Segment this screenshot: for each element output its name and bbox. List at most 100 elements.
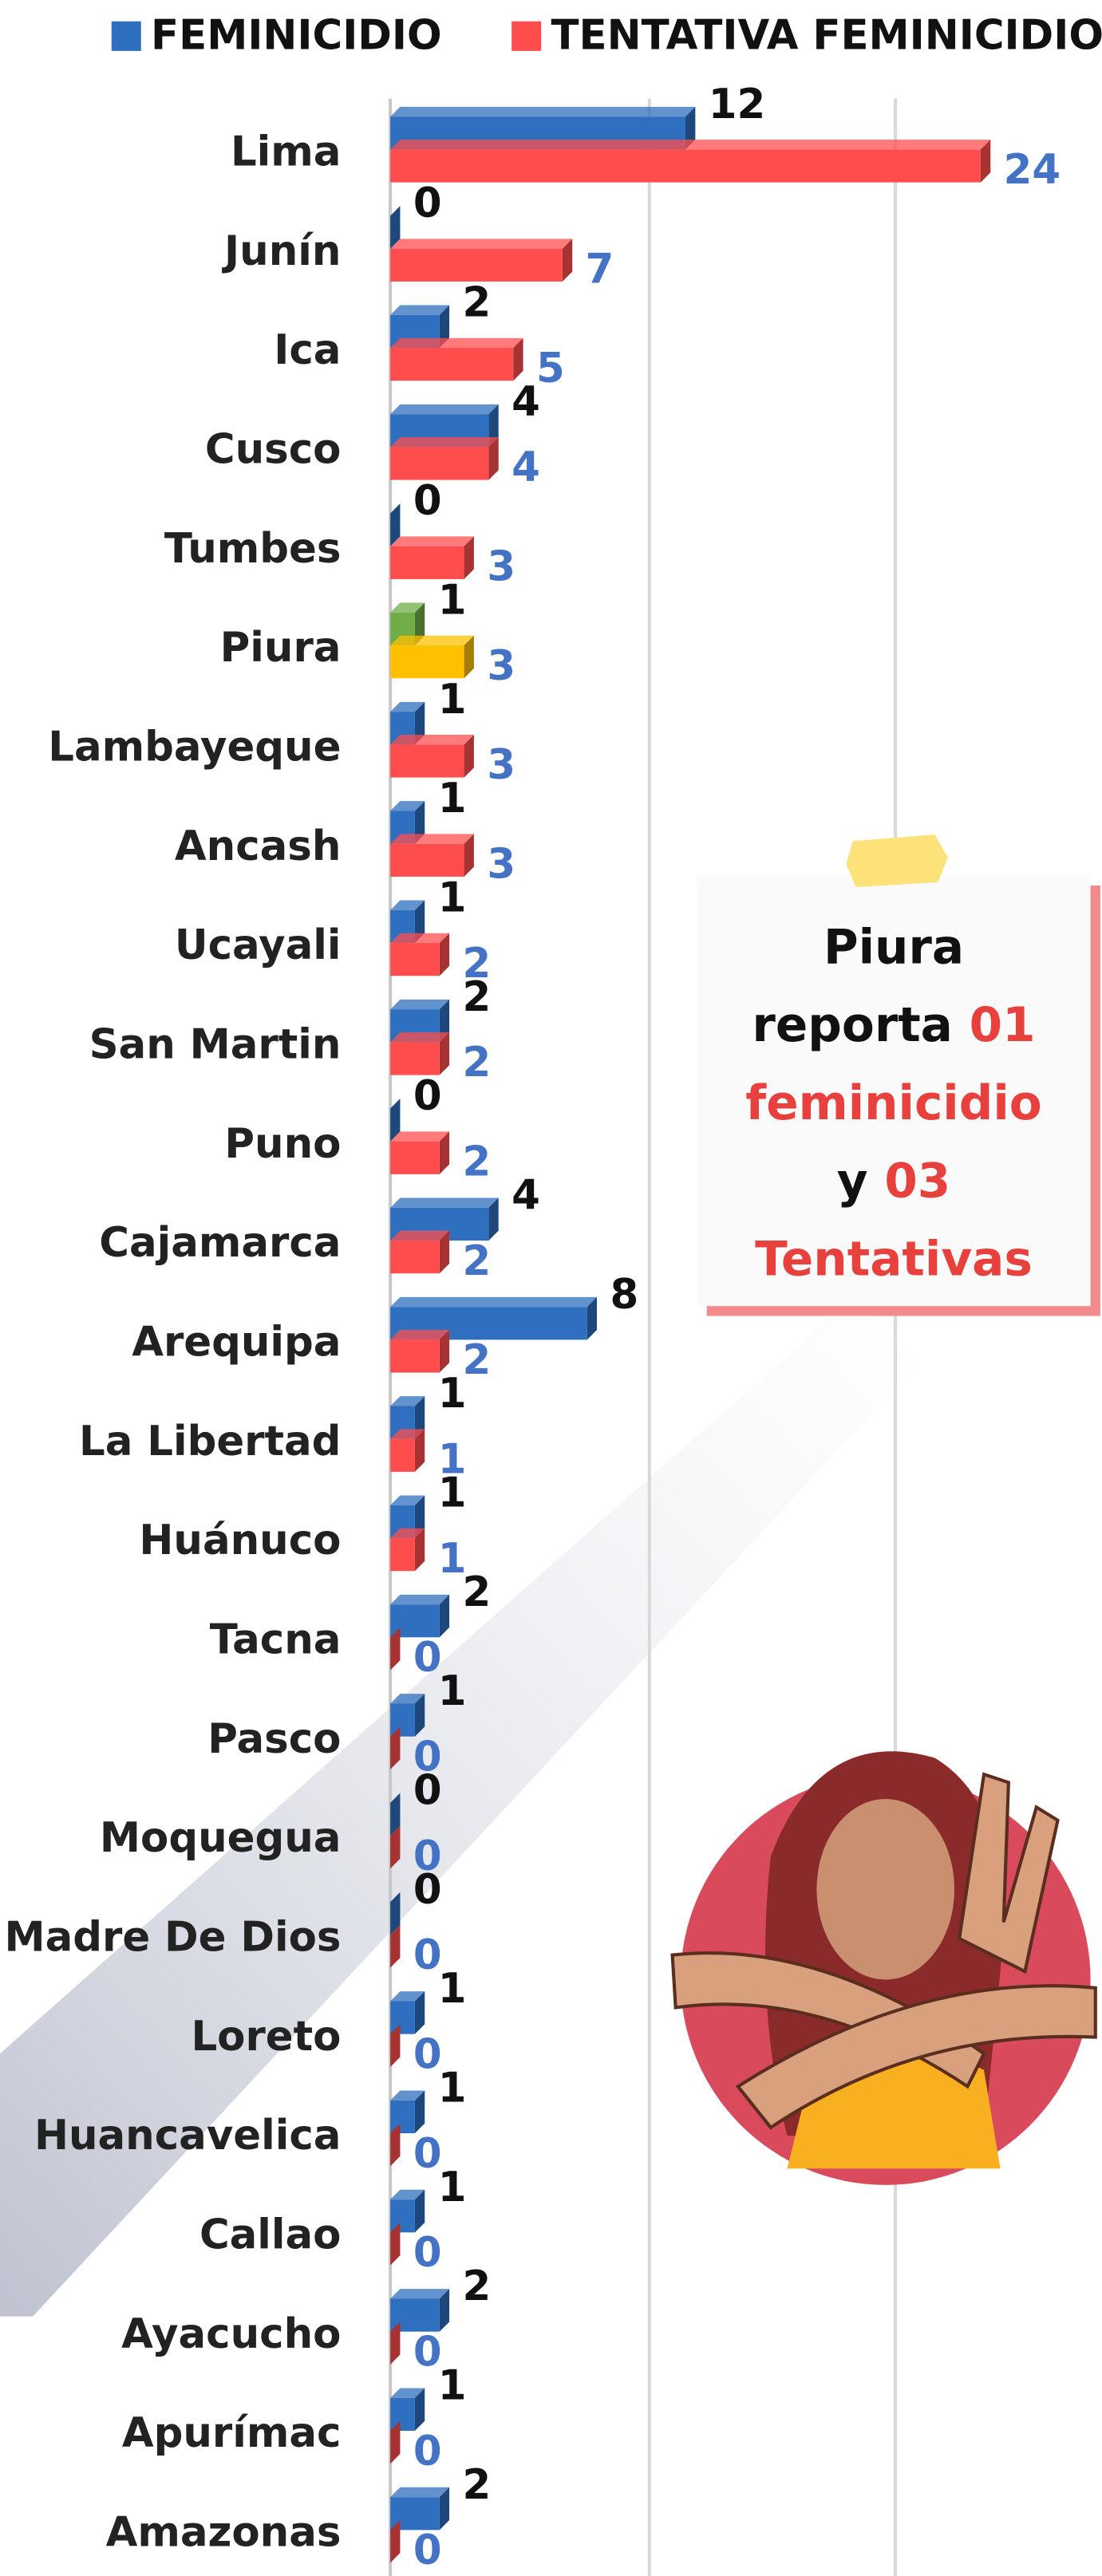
value-label: 0 bbox=[413, 1866, 442, 1914]
category-label: Junín bbox=[222, 227, 341, 275]
bar-top bbox=[390, 1595, 449, 1604]
category-label: Ayacucho bbox=[121, 2310, 341, 2358]
bar-top bbox=[390, 306, 449, 315]
bar bbox=[390, 1131, 449, 1174]
bar-face bbox=[390, 2199, 415, 2232]
legend-label: FEMINICIDIO bbox=[151, 11, 442, 59]
category-label: Cusco bbox=[205, 426, 342, 474]
bar bbox=[390, 536, 474, 579]
value-label: 0 bbox=[413, 1766, 442, 1814]
bar bbox=[390, 1694, 425, 1737]
category-label: Amazonas bbox=[106, 2508, 342, 2556]
annotation-line: Tentativas bbox=[755, 1232, 1033, 1287]
legend-label: TENTATIVA FEMINICIDIO bbox=[551, 11, 1102, 59]
bar-face bbox=[390, 943, 440, 976]
value-label: 2 bbox=[463, 1138, 492, 1186]
annotation-text: y bbox=[837, 1154, 885, 1209]
bar-top bbox=[390, 2289, 449, 2298]
category-label: Arequipa bbox=[132, 1319, 341, 1367]
bar-face bbox=[390, 645, 464, 678]
bar-top bbox=[390, 1131, 449, 1141]
bar-top bbox=[390, 140, 990, 149]
bar bbox=[390, 1032, 449, 1075]
value-label: 1 bbox=[438, 1469, 467, 1517]
bar-top bbox=[390, 437, 499, 447]
bar-face bbox=[390, 348, 513, 381]
bar bbox=[390, 338, 523, 381]
category-label: Huancavelica bbox=[34, 2112, 341, 2160]
bar-face bbox=[390, 1538, 415, 1571]
value-label: 2 bbox=[463, 2262, 492, 2310]
value-label: 3 bbox=[487, 642, 515, 690]
bar-face bbox=[390, 1439, 415, 1472]
bar bbox=[390, 437, 499, 480]
bar bbox=[390, 1429, 425, 1472]
bar-top bbox=[390, 1330, 449, 1339]
bar-face bbox=[390, 1042, 440, 1075]
annotation-text: Piura bbox=[824, 920, 964, 975]
value-label: 1 bbox=[438, 1370, 467, 1418]
bar bbox=[390, 636, 474, 679]
annotation-line: feminicidio bbox=[745, 1075, 1041, 1130]
value-label: 8 bbox=[610, 1271, 638, 1319]
category-label: Piura bbox=[220, 624, 342, 672]
bar-face bbox=[390, 1142, 440, 1174]
bar-top bbox=[390, 1297, 597, 1307]
chart: Piurareporta 01feminicidioy 03Tentativas… bbox=[0, 0, 1102, 2576]
category-label: Tumbes bbox=[164, 525, 342, 573]
face bbox=[816, 1799, 954, 1980]
value-label: 2 bbox=[463, 973, 492, 1021]
value-label: 2 bbox=[463, 1336, 492, 1384]
category-label: Ica bbox=[274, 326, 341, 374]
category-label: Ancash bbox=[175, 823, 342, 870]
annotation-text: feminicidio bbox=[745, 1075, 1041, 1130]
category-label: Lambayeque bbox=[48, 724, 341, 771]
category-label: La Libertad bbox=[79, 1418, 341, 1466]
annotation-line: Piura bbox=[824, 920, 964, 975]
bar bbox=[390, 1991, 425, 2034]
annotation-text: Tentativas bbox=[755, 1232, 1033, 1287]
bar-face bbox=[390, 1704, 415, 1737]
category-label: Callao bbox=[199, 2211, 341, 2258]
bar-face bbox=[390, 447, 488, 479]
bar-face bbox=[390, 1241, 440, 1273]
bar-top bbox=[390, 1231, 449, 1241]
value-label: 0 bbox=[413, 477, 442, 525]
value-label: 7 bbox=[586, 246, 614, 294]
category-label: Pasco bbox=[207, 1715, 341, 1763]
bar bbox=[390, 2388, 425, 2431]
bar-top bbox=[390, 834, 474, 843]
value-label: 1 bbox=[438, 2064, 467, 2112]
value-label: 1 bbox=[438, 2361, 467, 2409]
category-label: Cajamarca bbox=[99, 1219, 341, 1267]
value-label: 3 bbox=[487, 741, 515, 789]
bar-face bbox=[390, 2101, 415, 2133]
category-label: Apurímac bbox=[122, 2409, 342, 2457]
value-label: 1 bbox=[438, 1667, 467, 1715]
value-label: 0 bbox=[413, 2428, 442, 2475]
bar-top bbox=[390, 107, 695, 116]
value-label: 4 bbox=[512, 444, 540, 491]
bar-face bbox=[390, 744, 464, 777]
bar-face bbox=[390, 2398, 415, 2431]
value-label: 4 bbox=[512, 1171, 540, 1219]
bar-top bbox=[390, 536, 474, 546]
legend-swatch bbox=[512, 22, 541, 51]
bar-face bbox=[390, 2001, 415, 2034]
illustration bbox=[673, 1751, 1096, 2185]
annotation-text: reporta bbox=[752, 998, 969, 1053]
bar-face bbox=[390, 249, 563, 282]
value-label: 0 bbox=[413, 179, 442, 227]
legend-swatch bbox=[112, 22, 141, 51]
bar-top bbox=[390, 2487, 449, 2497]
bar-top bbox=[390, 1197, 499, 1207]
bar bbox=[390, 735, 474, 778]
bar-face bbox=[390, 546, 464, 579]
category-label: Lima bbox=[231, 128, 341, 176]
annotation-text: 01 bbox=[970, 998, 1036, 1053]
category-label: Tacna bbox=[210, 1616, 342, 1664]
bar-top bbox=[390, 1032, 449, 1042]
value-label: 0 bbox=[413, 2229, 442, 2277]
annotation-line: y 03 bbox=[837, 1154, 951, 1209]
category-label: Puno bbox=[224, 1120, 341, 1168]
